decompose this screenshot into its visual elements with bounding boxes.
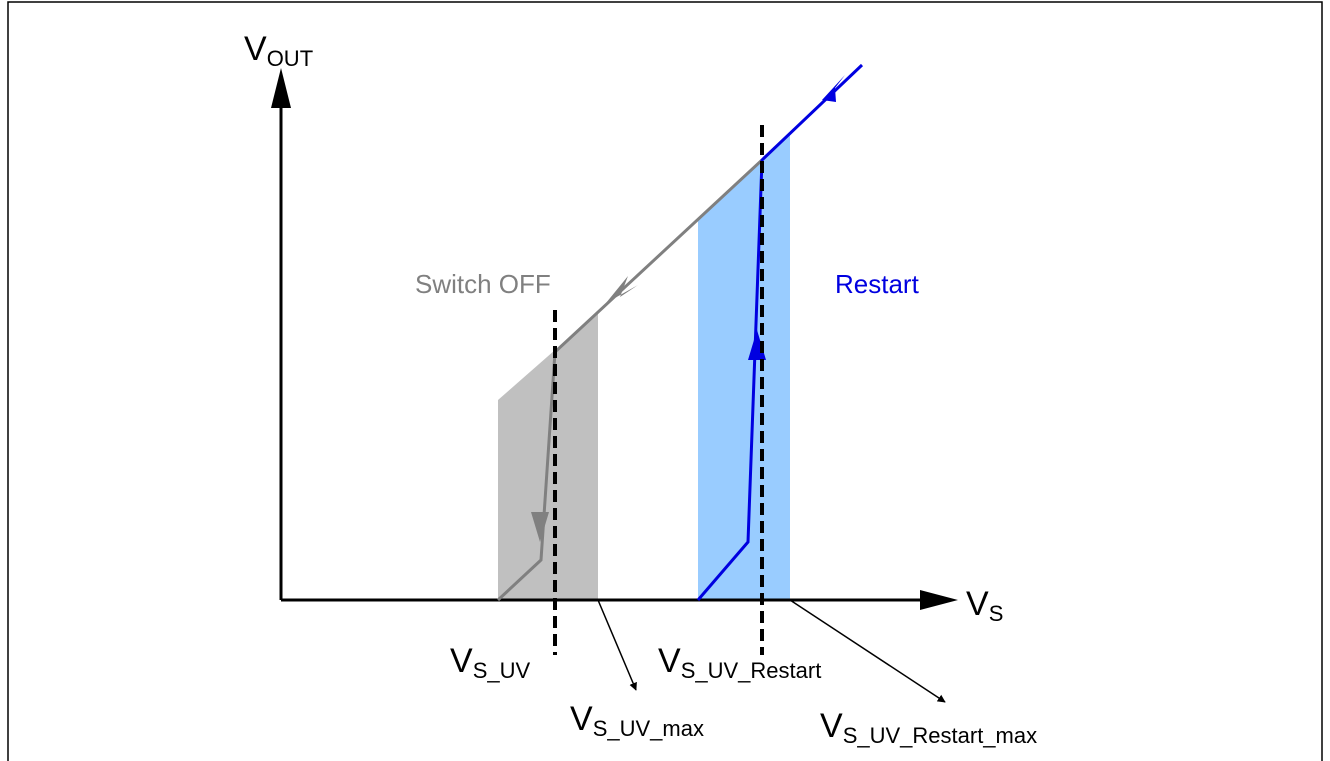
label-main: V <box>658 642 681 680</box>
restart-region <box>698 134 790 600</box>
switch-off-path <box>496 158 764 602</box>
switch-off-arrow <box>606 276 638 303</box>
label-main: V <box>450 642 473 680</box>
label-pointer <box>789 599 946 703</box>
y-axis-label: VOUT <box>244 30 313 71</box>
x-axis-arrow <box>920 590 958 610</box>
switch-off-label: Switch OFF <box>415 269 551 299</box>
threshold-label: VS_UV <box>450 642 530 683</box>
switch-off-arrow <box>531 512 549 542</box>
x-axis-label: VS <box>966 585 1003 626</box>
label-main: V <box>244 30 267 68</box>
threshold-label: VS_UV_max <box>570 700 704 741</box>
label-sub: S_UV_Restart_max <box>843 723 1037 748</box>
restart-label: Restart <box>835 269 920 299</box>
label-sub: S_UV_max <box>593 716 704 741</box>
threshold-label: VS_UV_Restart_max <box>820 707 1037 748</box>
frame <box>7 1 1323 761</box>
label-main: V <box>570 700 593 738</box>
label-sub: S_UV <box>473 658 531 683</box>
label-sub: S <box>989 601 1004 626</box>
y-axis-arrow <box>271 68 291 108</box>
label-sub: OUT <box>267 46 313 71</box>
label-main: V <box>820 707 843 745</box>
label-main: V <box>966 585 989 623</box>
threshold-label: VS_UV_Restart <box>658 642 821 683</box>
label-pointer <box>597 599 637 691</box>
restart-arrow <box>822 75 845 102</box>
label-sub: S_UV_Restart <box>681 658 822 683</box>
